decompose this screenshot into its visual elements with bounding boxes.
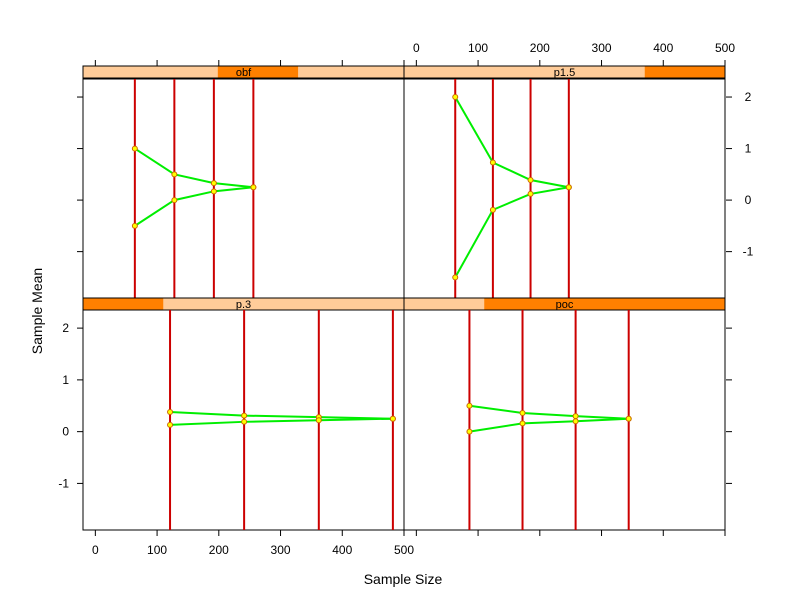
- upper-point: [452, 94, 459, 101]
- upper-point: [167, 408, 174, 415]
- x-tick-label: 500: [394, 543, 414, 557]
- strip-indicator: [217, 66, 299, 78]
- lower-point: [452, 274, 459, 281]
- x-tick-label: 100: [468, 41, 488, 55]
- lower-point: [572, 418, 579, 425]
- y-tick-label: 0: [745, 193, 752, 207]
- upper-point: [241, 412, 248, 419]
- lower-point: [565, 184, 572, 191]
- y-tick-label: 2: [745, 90, 752, 104]
- strip-indicator: [83, 298, 164, 310]
- lower-point: [389, 415, 396, 422]
- upper-point: [171, 171, 178, 178]
- x-tick-label: 400: [653, 41, 673, 55]
- lower-point: [489, 206, 496, 213]
- lower-bound-line: [454, 186, 569, 278]
- panel-obf: obf: [82, 65, 405, 299]
- x-tick-label: 500: [715, 41, 735, 55]
- panel-p-3: p.3: [82, 297, 405, 531]
- upper-point: [131, 145, 138, 152]
- panels-layer: obf p1.5 p.3 poc: [82, 65, 726, 531]
- strip-label: p.3: [236, 299, 251, 311]
- x-tick-label: 400: [332, 543, 352, 557]
- y-tick-label: 1: [62, 373, 69, 387]
- lower-point: [527, 190, 534, 197]
- lower-point: [519, 420, 526, 427]
- upper-point: [466, 402, 473, 409]
- panel-p1-5: p1.5: [403, 65, 726, 299]
- lower-point: [167, 421, 174, 428]
- lower-point: [210, 188, 217, 195]
- y-tick-label: 2: [62, 321, 69, 335]
- lower-point: [241, 418, 248, 425]
- upper-bound-line: [169, 410, 393, 420]
- upper-point: [210, 180, 217, 187]
- lower-bound-line: [169, 417, 393, 426]
- x-tick-label: 300: [592, 41, 612, 55]
- strip-label: poc: [556, 299, 574, 311]
- axes-layer: 0 100 200 300 400 500 0 100 200 300 400 500 -1 -1 0 0 1 1…: [58, 41, 753, 557]
- y-tick-label: 0: [62, 425, 69, 439]
- upper-point: [527, 176, 534, 183]
- x-tick-label: 200: [209, 543, 229, 557]
- strip-indicator: [644, 66, 725, 78]
- x-tick-label: 0: [413, 41, 420, 55]
- upper-point: [489, 159, 496, 166]
- upper-point: [519, 410, 526, 417]
- lower-point: [625, 415, 632, 422]
- lower-point: [315, 417, 322, 424]
- x-axis-title: Sample Size: [364, 571, 443, 587]
- y-tick-label: -1: [58, 476, 69, 490]
- y-tick-label: 1: [745, 142, 752, 156]
- lower-bound-line: [134, 186, 254, 227]
- x-tick-label: 0: [92, 543, 99, 557]
- strip-label: obf: [236, 67, 252, 79]
- lower-bound-line: [469, 417, 629, 433]
- strip-border: [403, 65, 726, 79]
- strip-label: p1.5: [554, 67, 575, 79]
- lower-point: [250, 184, 257, 191]
- panel-poc: poc: [403, 297, 726, 531]
- upper-bound-line: [469, 404, 629, 420]
- upper-point: [572, 413, 579, 420]
- lower-point: [171, 197, 178, 204]
- x-tick-label: 200: [530, 41, 550, 55]
- x-tick-label: 100: [147, 543, 167, 557]
- upper-bound-line: [454, 96, 570, 189]
- lower-point: [466, 428, 473, 435]
- panel-border: [403, 309, 726, 531]
- y-axis-title: Sample Mean: [29, 268, 45, 354]
- strip-indicator: [484, 298, 725, 310]
- upper-bound-line: [134, 147, 254, 189]
- x-tick-label: 300: [271, 543, 291, 557]
- lower-point: [131, 222, 138, 229]
- y-tick-label: -1: [743, 245, 754, 259]
